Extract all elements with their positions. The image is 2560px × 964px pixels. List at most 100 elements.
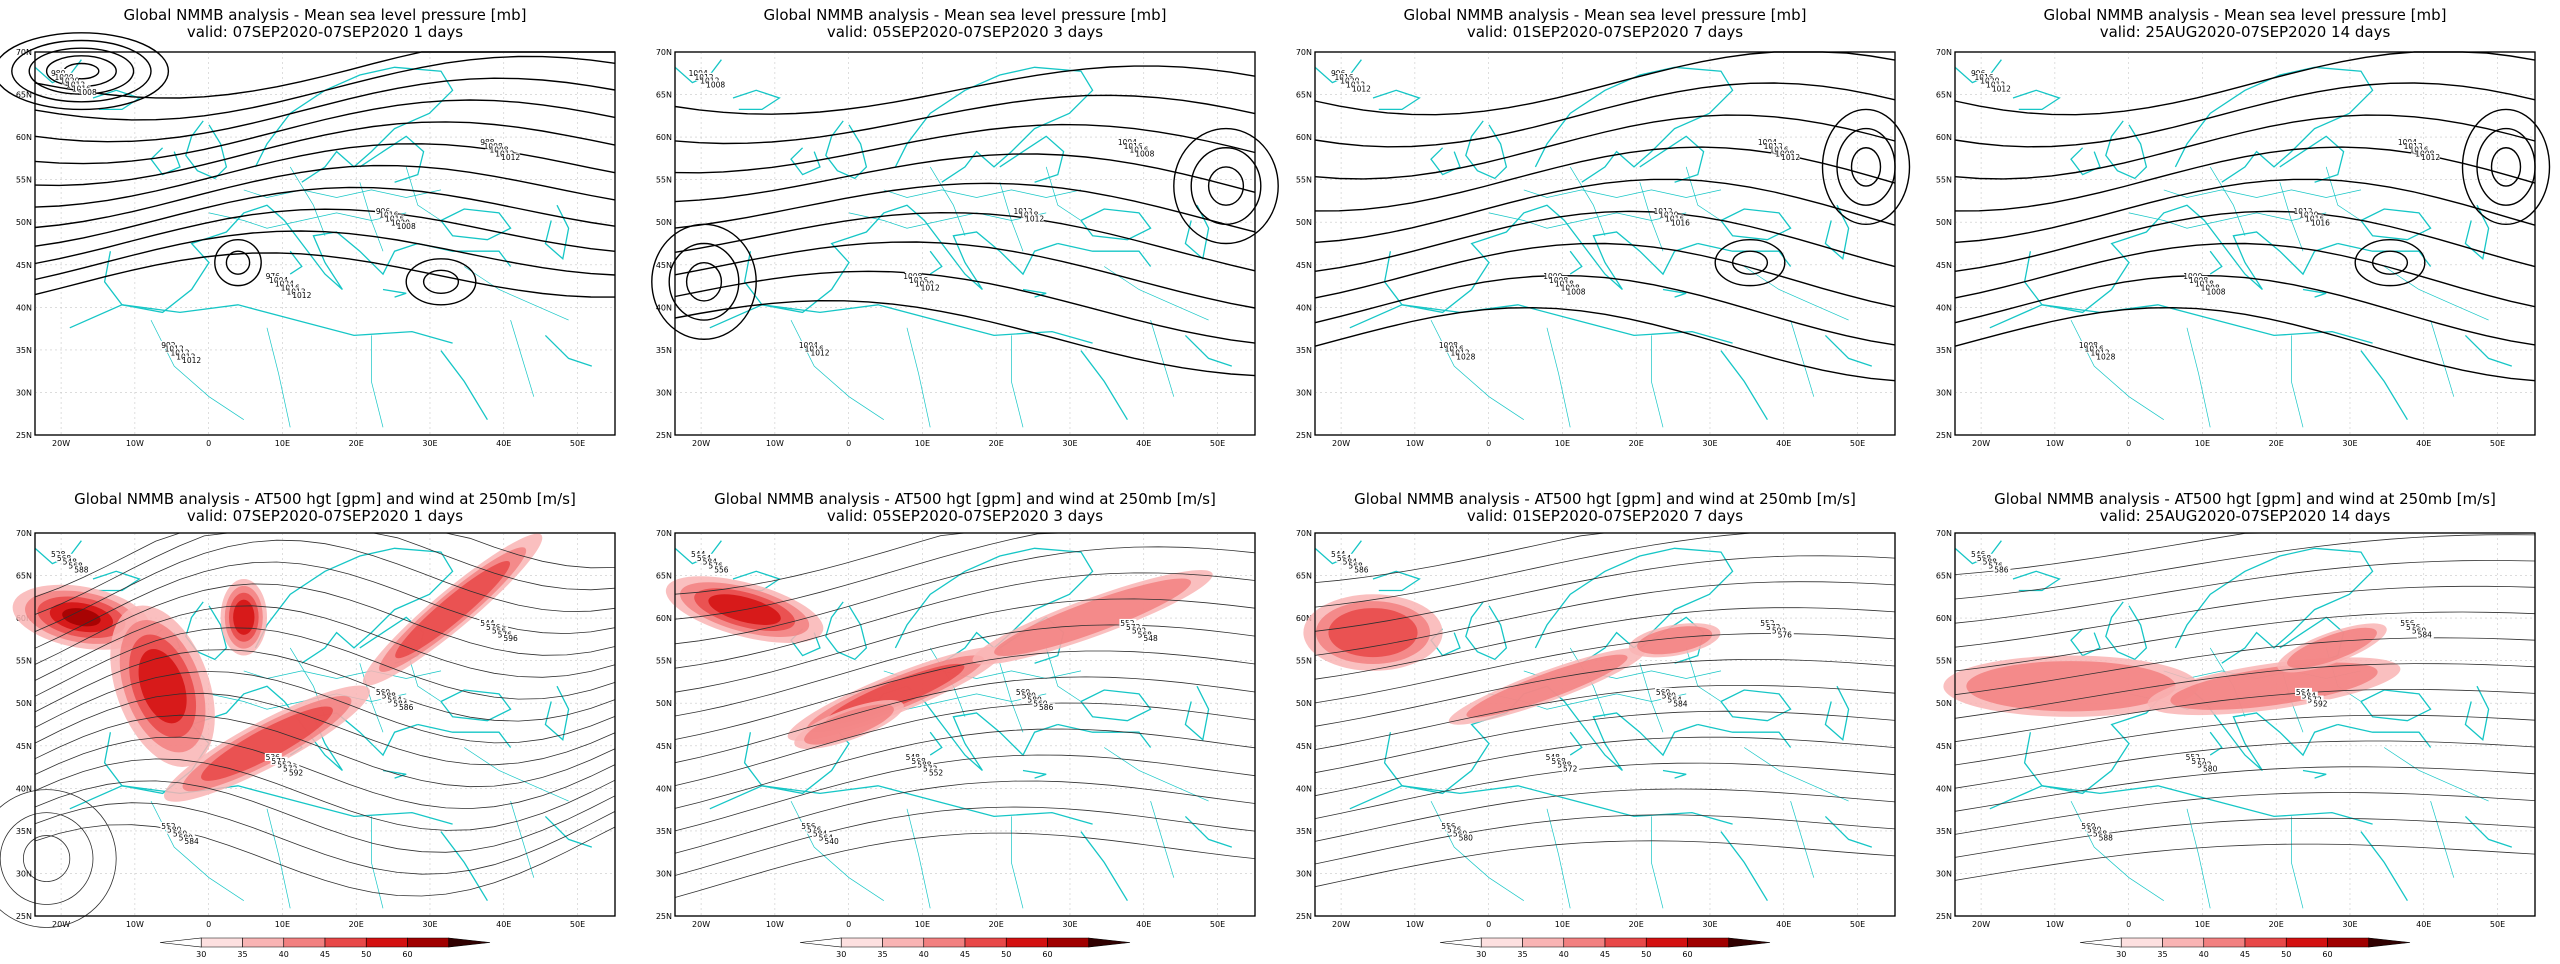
coastline — [1184, 334, 1233, 367]
lat-tick-label: 55N — [16, 657, 32, 666]
border-line — [2430, 319, 2455, 397]
coastline — [289, 250, 303, 275]
border-line — [999, 182, 1024, 252]
lat-tick-label: 50N — [16, 699, 32, 708]
isoline — [1954, 637, 2536, 696]
colorbar-segment — [1563, 937, 1606, 948]
border-line — [1045, 647, 1082, 702]
colorbar-segment — [2120, 937, 2163, 948]
contour-label: 584 — [2418, 630, 2433, 639]
map-frame-top — [1314, 51, 1896, 436]
colorbar-tick-label: 50 — [2281, 950, 2291, 959]
isoline — [674, 598, 1256, 693]
colorbar-segment — [1604, 937, 1647, 948]
coastline — [2105, 120, 2148, 180]
isoline — [34, 55, 616, 121]
lat-tick-label: 65N — [1296, 91, 1312, 100]
colorbar-tick-label: 60 — [402, 950, 412, 959]
lat-tick-label: 30N — [16, 388, 32, 397]
colorbar-tick-label: 35 — [877, 950, 887, 959]
panel-valid-period: valid: 05SEP2020-07SEP2020 3 days — [827, 23, 1103, 41]
coastline — [2464, 815, 2513, 848]
isoline — [34, 121, 616, 187]
colorbar: 30 35 40 45 50 60 — [159, 937, 491, 959]
lon-tick-label: 20W — [1332, 439, 1350, 448]
isoline — [1314, 607, 1896, 680]
isoline — [674, 299, 1256, 377]
map-panel-8: Global NMMB analysis - AT500 hgt [gpm] a… — [1936, 490, 2536, 959]
map-panel-6: Global NMMB analysis - AT500 hgt [gpm] a… — [656, 490, 1256, 959]
colorbar-tick-label: 40 — [919, 950, 929, 959]
lon-tick-label: 10W — [126, 920, 144, 929]
lon-tick-label: 50E — [1850, 439, 1865, 448]
colorbar-tick-label: 45 — [320, 950, 330, 959]
colorbar-tick-label: 45 — [1600, 950, 1610, 959]
coastline — [1465, 601, 1508, 661]
isoline — [1314, 555, 1896, 632]
contour-label-bg — [1142, 634, 1160, 643]
border-line — [1011, 816, 1024, 909]
contour-label: 580 — [1459, 833, 1474, 842]
isoline — [1954, 210, 2536, 272]
isoline — [1314, 814, 1896, 865]
coastline — [2360, 831, 2408, 902]
isoline-cell — [225, 250, 251, 275]
contour-label-bg — [398, 222, 416, 231]
map-frame — [34, 51, 616, 436]
colorbar-segment — [964, 937, 1007, 948]
coastline — [185, 601, 228, 661]
coastline — [1720, 350, 1768, 421]
coastline — [69, 304, 453, 344]
lat-tick-label: 60N — [656, 133, 672, 142]
coastline — [1383, 685, 1699, 795]
isoline — [34, 164, 616, 229]
border-line — [906, 808, 931, 909]
lat-tick-label: 35N — [16, 827, 32, 836]
lat-tick-label: 45N — [16, 261, 32, 270]
coastline — [2464, 334, 2513, 367]
isoline — [674, 546, 1256, 645]
colorbar-tick-label: 50 — [1641, 950, 1651, 959]
colorbar-segment — [2203, 937, 2246, 948]
colorbar-segment — [365, 937, 408, 948]
jet-shading — [804, 704, 894, 745]
isoline-cell — [685, 261, 723, 302]
lat-tick-label: 25N — [1936, 912, 1952, 921]
border-line — [1744, 747, 1849, 802]
contour-label-bg — [812, 348, 829, 357]
lon-tick-label: 30E — [1702, 920, 1717, 929]
isoline — [1954, 585, 2536, 648]
isoline — [674, 153, 1256, 203]
isoline — [1314, 242, 1896, 308]
contour-label-bg — [1672, 218, 1690, 227]
coastline — [150, 147, 181, 176]
contour-label: 580 — [2203, 764, 2218, 773]
isoline-cell — [668, 242, 740, 321]
isoline — [1314, 274, 1896, 346]
lon-tick-label: 50E — [1210, 920, 1225, 929]
border-line — [1651, 335, 1664, 428]
isoline — [34, 736, 616, 810]
contour-label-bg — [928, 768, 945, 777]
isoline — [1954, 611, 2536, 672]
isoline — [674, 832, 1256, 898]
isoline — [34, 208, 616, 265]
contour-label: 1012 — [921, 283, 940, 292]
map-frame-top — [1954, 51, 2536, 436]
contour-label: 1008 — [78, 88, 97, 97]
map-panel-1: Global NMMB analysis - Mean sea level pr… — [0, 6, 616, 448]
colorbar-segment — [1047, 937, 1090, 948]
colorbar-tick-label: 35 — [2157, 950, 2167, 959]
colorbar-segment — [283, 937, 326, 948]
colorbar-segment — [2079, 937, 2122, 948]
contour-label: 1016 — [1671, 218, 1690, 227]
contour-label-bg — [502, 634, 520, 643]
lon-tick-label: 0 — [2126, 439, 2131, 448]
contour-label: 1008 — [397, 222, 416, 231]
isoline — [1954, 714, 2536, 766]
coastline — [2360, 689, 2432, 722]
panel-title: Global NMMB analysis - AT500 hgt [gpm] a… — [74, 490, 576, 508]
lon-tick-label: 0 — [2126, 920, 2131, 929]
contour-label-bg — [2202, 764, 2220, 773]
lat-tick-label: 45N — [16, 742, 32, 751]
